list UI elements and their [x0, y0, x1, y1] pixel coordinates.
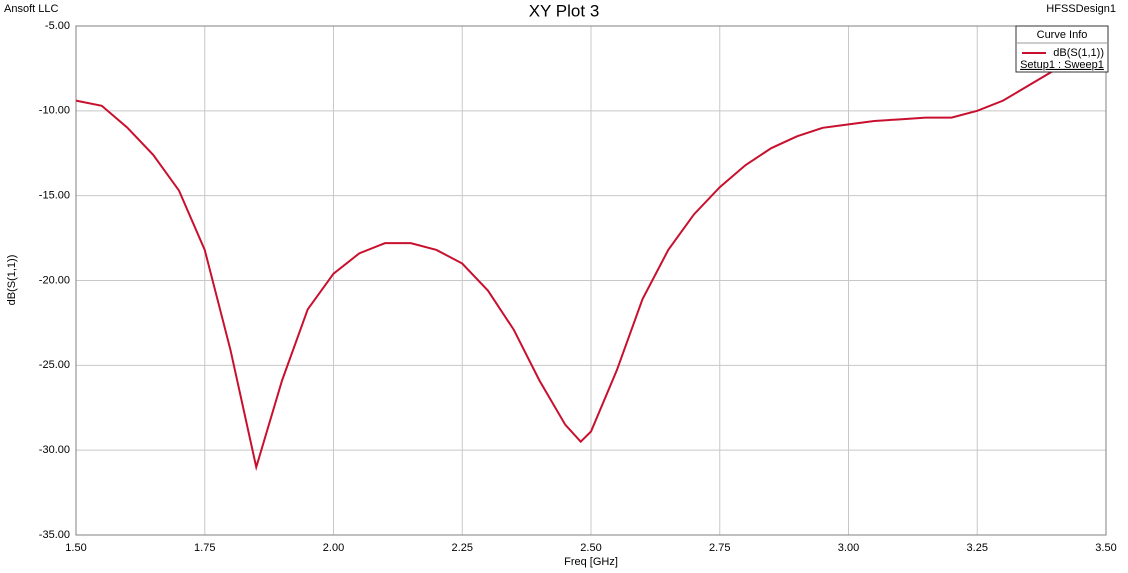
data-line: [75, 59, 1071, 472]
y-tick-label: -15.00: [39, 190, 70, 202]
y-tick-label: -10.00: [39, 105, 70, 117]
x-tick-label: 1.50: [65, 542, 86, 554]
legend-title: Curve Info: [1037, 29, 1088, 41]
legend-subtitle: Setup1 : Sweep1: [1020, 59, 1104, 71]
x-tick-label: 3.50: [1095, 542, 1116, 554]
y-tick-label: -35.00: [39, 529, 70, 541]
x-tick-label: 2.00: [323, 542, 344, 554]
x-tick-label: 2.25: [452, 542, 473, 554]
legend-box: [1015, 25, 1109, 73]
plot-border: [75, 25, 1107, 536]
x-tick-label: 3.00: [838, 542, 859, 554]
plot-area: -35.00 -30.00 -25.00 -20.00 -15.00 -10.00 -5.0…: [39, 20, 1117, 554]
x-tick-label: 2.50: [580, 542, 601, 554]
design-label: HFSSDesign1: [1046, 3, 1116, 15]
chart-title: XY Plot 3: [529, 1, 600, 20]
legend-entry: dB(S(1,1)): [1053, 47, 1104, 59]
y-tick-label: -5.00: [45, 20, 70, 32]
x-tick-label: 1.75: [194, 542, 215, 554]
y-tick-label: -25.00: [39, 359, 70, 371]
x-tick-label: 3.25: [967, 542, 988, 554]
y-axis-label: dB(S(1,1)): [6, 255, 18, 306]
y-tick-label: -30.00: [39, 444, 70, 456]
legend: Curve Info dB(S(1,1)) Setup1 : Sweep1: [1015, 25, 1109, 73]
company-label: Ansoft LLC: [4, 3, 58, 15]
x-axis-label: Freq [GHz]: [564, 556, 618, 568]
y-tick-label: -20.00: [39, 274, 70, 286]
x-tick-label: 2.75: [709, 542, 730, 554]
